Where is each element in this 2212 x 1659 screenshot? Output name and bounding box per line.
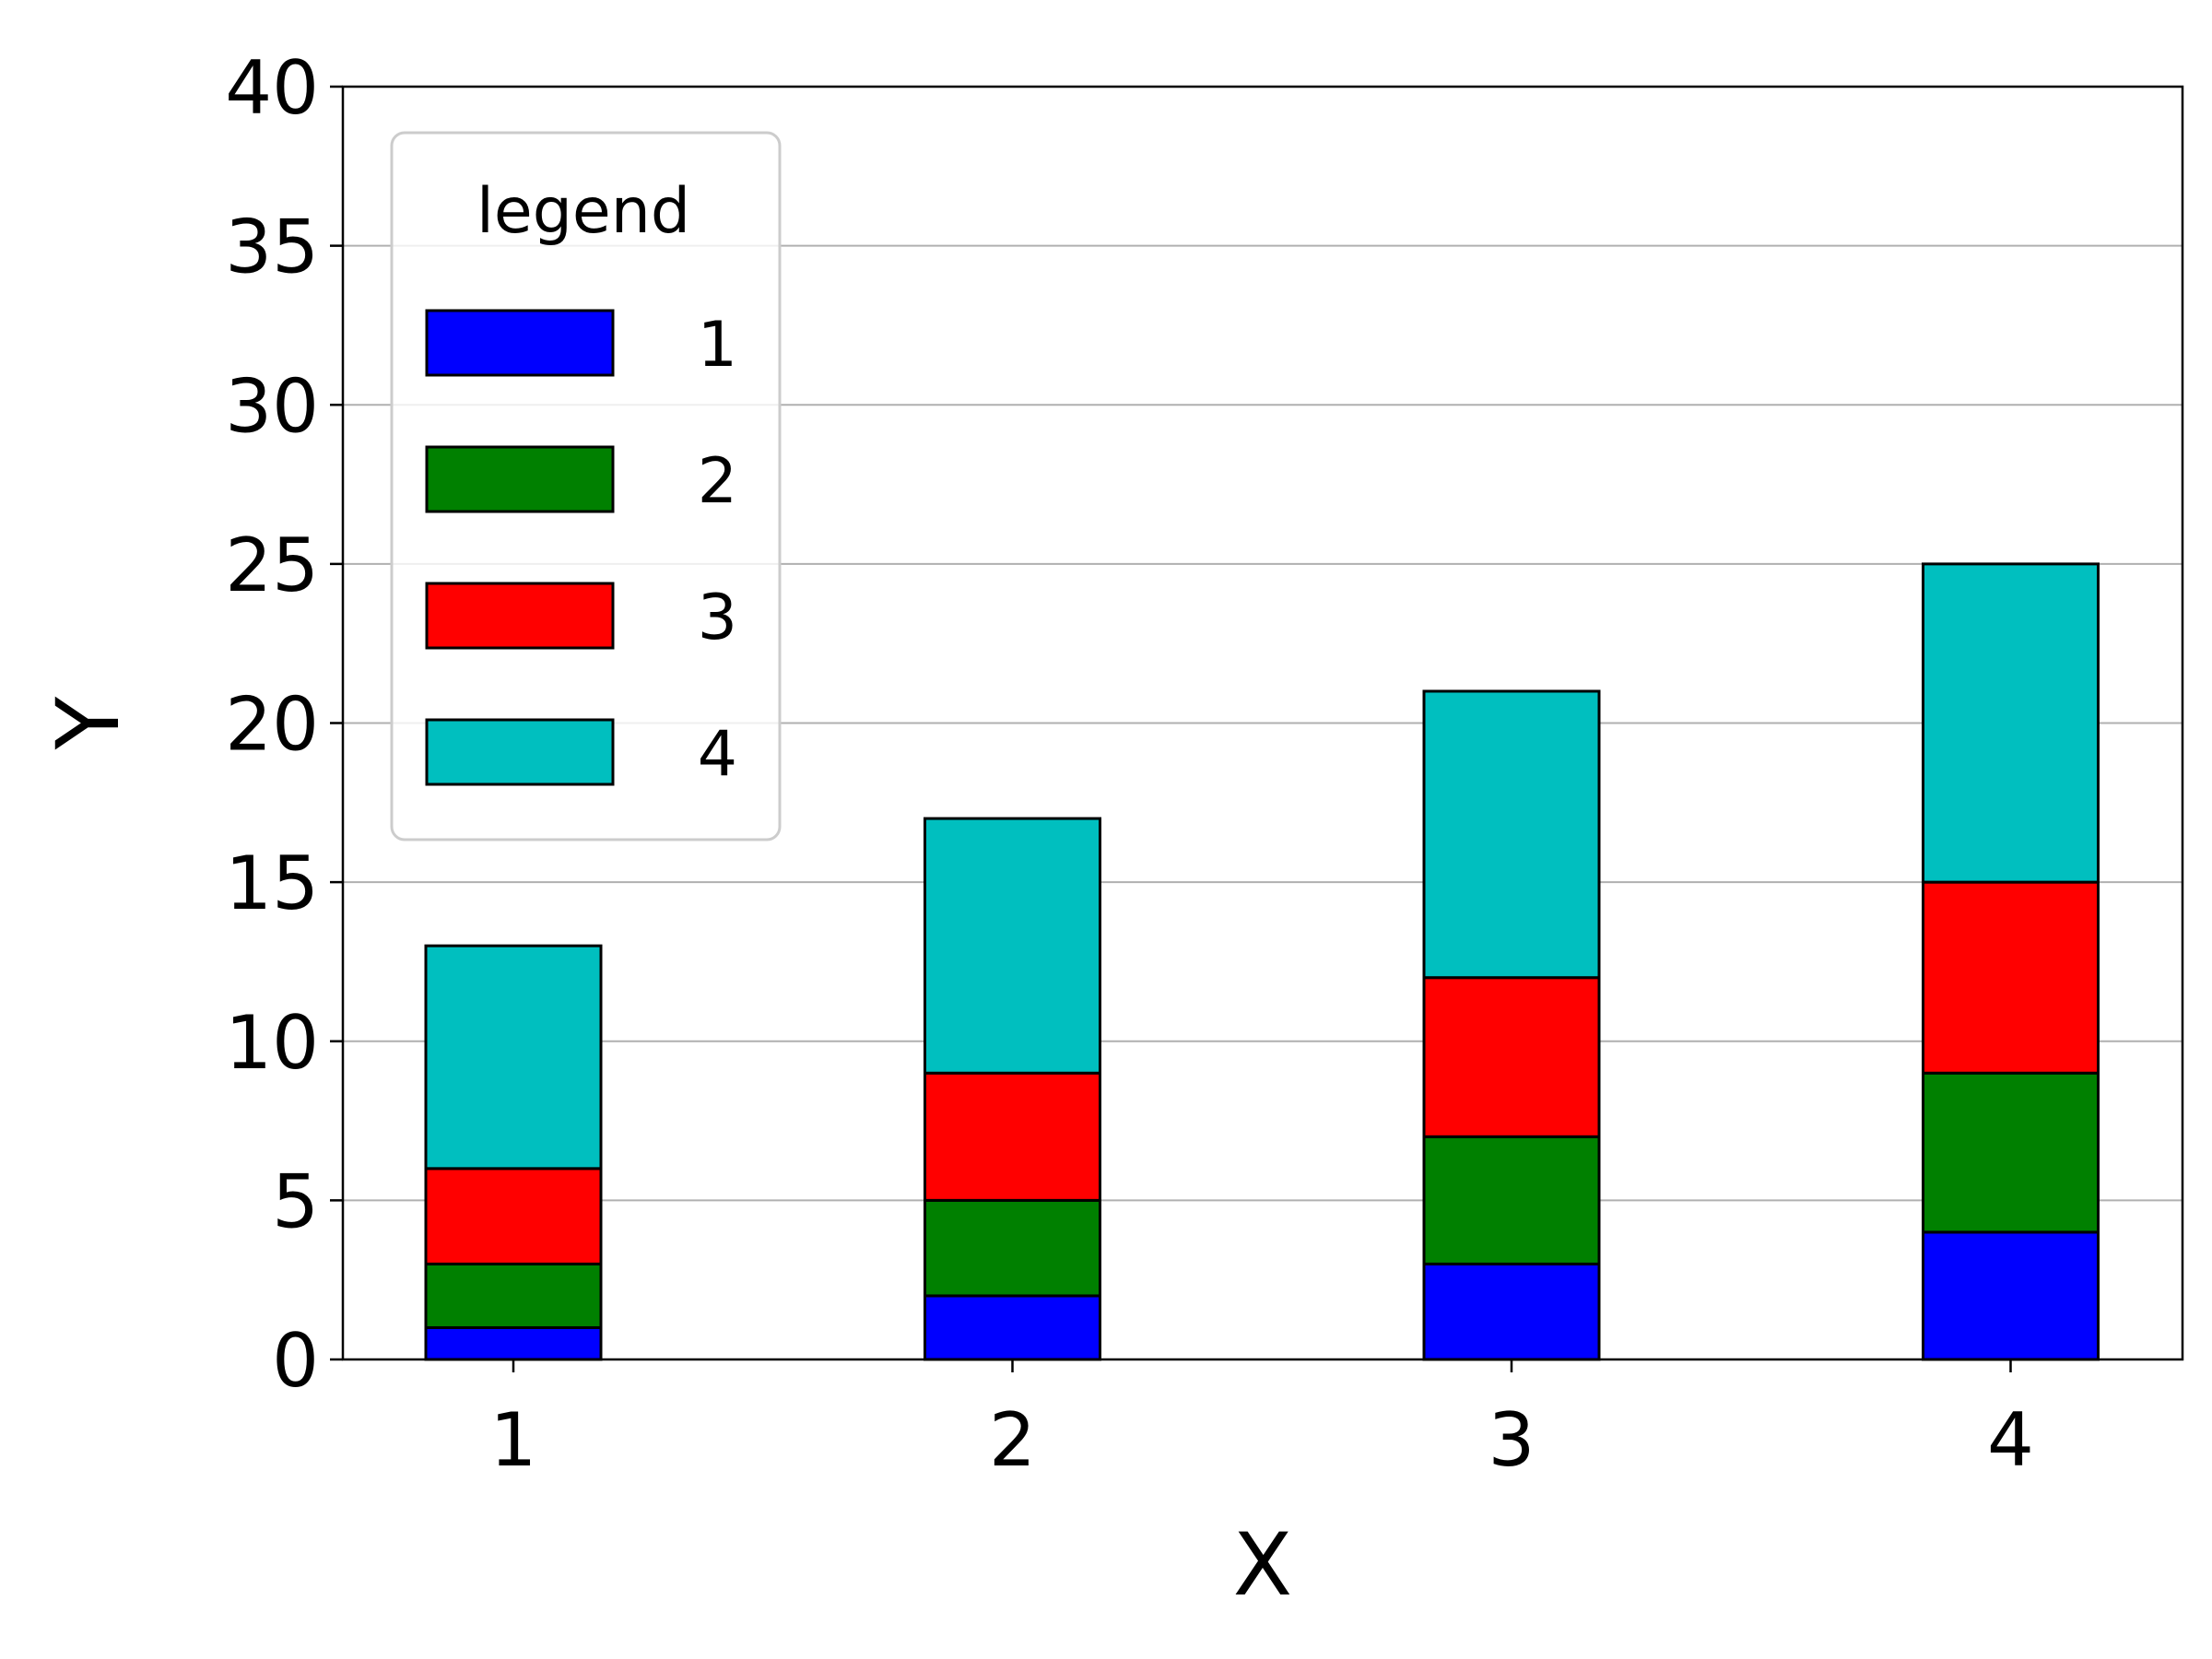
bar-segment	[424, 1262, 603, 1329]
legend-swatch	[425, 309, 615, 377]
y-tick-label: 25	[225, 523, 319, 608]
x-tick-label: 3	[1488, 1397, 1535, 1483]
bar-segment	[1422, 689, 1601, 980]
bar-segment	[924, 1071, 1101, 1202]
y-tick-label: 15	[225, 841, 319, 926]
bar-segment	[1422, 1135, 1601, 1265]
x-axis-title: X	[1233, 1515, 1292, 1616]
axis-ticks: 0 5 10 15 20 25 30 35 40 1 2 3 4	[225, 45, 2034, 1483]
bar-segment	[924, 1198, 1101, 1298]
bars	[424, 562, 2100, 1361]
legend-label: 3	[698, 582, 737, 654]
y-axis-title: Y	[39, 696, 139, 750]
bar-segment	[1422, 976, 1601, 1138]
bar-segment	[424, 944, 603, 1171]
legend-label: 4	[698, 718, 737, 791]
legend-swatch	[425, 445, 615, 513]
x-tick-label: 4	[1987, 1397, 2034, 1483]
bar-segment	[924, 1294, 1101, 1361]
y-tick-label: 30	[225, 363, 319, 449]
bar-segment	[1422, 1262, 1601, 1361]
y-tick-label: 0	[272, 1318, 319, 1404]
legend: legend 1 2 3 4	[390, 131, 782, 841]
legend-swatch	[425, 718, 615, 786]
legend-label: 1	[698, 309, 737, 382]
y-tick-label: 40	[225, 45, 319, 131]
bar-segment	[424, 1325, 603, 1361]
bar-segment	[1922, 562, 2100, 884]
bar-segment	[1922, 1071, 2100, 1234]
x-tick-label: 1	[490, 1397, 537, 1483]
y-tick-label: 10	[225, 1000, 319, 1086]
legend-title: legend	[477, 175, 690, 248]
bar-segment	[1922, 880, 2100, 1075]
x-tick-label: 2	[989, 1397, 1036, 1483]
y-tick-label: 5	[272, 1159, 319, 1244]
bar-segment	[924, 817, 1101, 1075]
bar-segment	[1922, 1230, 2100, 1361]
y-tick-label: 35	[225, 205, 319, 290]
y-tick-label: 20	[225, 682, 319, 768]
bar-segment	[424, 1167, 603, 1265]
legend-swatch	[425, 582, 615, 650]
legend-label: 2	[698, 445, 737, 518]
